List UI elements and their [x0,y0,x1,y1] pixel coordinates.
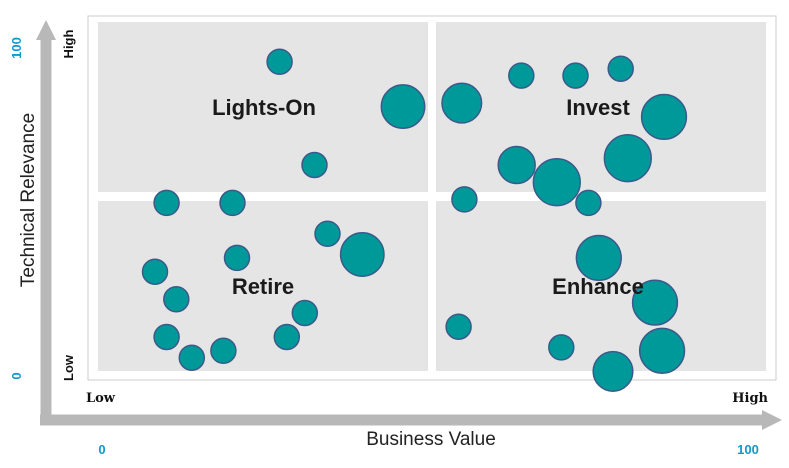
bubble-point [575,234,622,282]
quadrant-grid [87,15,777,381]
quadrant-panel-bottom-right [436,201,766,371]
quadrant-label-enhance: Enhance [552,274,644,299]
y-axis-title: Technical Relevance [18,113,39,287]
x-tick-label-min: 0 [98,442,105,457]
bubble-point [339,232,385,277]
bubble-point [163,285,190,313]
bubble-point [141,258,169,285]
x-high-label: High [732,391,768,406]
bubble-point [223,244,251,272]
bubble-series [141,48,688,392]
bubble-point [445,313,472,340]
quadrant-panel-top-right [436,22,766,192]
quadrant-panel-bottom-left [98,201,428,371]
bubble-point [441,82,483,124]
bubble-point [273,323,301,351]
bubble-point [451,186,478,213]
bubble-point [497,145,536,185]
bubble-point [291,299,319,327]
bubble-point [219,189,246,217]
quadrant-label-lights-on: Lights-On [212,95,316,120]
quadrant-panel-top-left [98,22,428,192]
bubble-point [178,344,206,371]
x-axis-arrowhead [762,410,782,430]
bubble-point [314,220,341,248]
bubble-point [575,189,602,217]
bubble-point [607,55,634,82]
x-tick-label-max: 100 [737,442,759,457]
bubble-point [532,158,581,207]
x-low-label: Low [86,391,116,406]
y-high-label: High [61,30,76,59]
bubble-point [210,337,237,365]
bubble-point [603,134,652,183]
y-low-label: Low [61,354,76,381]
y-tick-label-max: 100 [9,37,24,59]
y-axis-arrowhead [36,20,56,40]
y-tick-label-min: 0 [9,372,24,379]
bubble-point [380,84,426,130]
quadrant-label-retire: Retire [232,274,294,299]
bubble-point [592,350,634,392]
bubble-point [153,323,180,351]
bubble-point [301,151,328,179]
bubble-point [548,334,575,361]
quadrant-label-invest: Invest [566,95,630,120]
bubble-point [638,327,686,374]
bubble-point [153,189,180,217]
bubble-point [508,62,535,89]
bubble-point [631,279,679,326]
bubble-point [562,62,589,89]
bubble-point [266,48,293,76]
bubble-point [640,93,688,141]
x-axis-title: Business Value [366,429,496,450]
